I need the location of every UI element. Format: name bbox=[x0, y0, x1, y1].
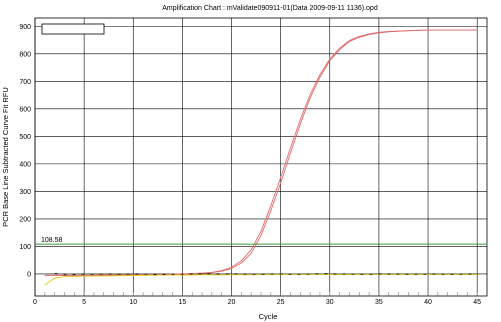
y-tick-label-400: 400 bbox=[19, 161, 31, 168]
y-tick-label-900: 900 bbox=[19, 24, 31, 31]
x-tick-label-35: 35 bbox=[375, 299, 383, 306]
legend-box bbox=[41, 23, 105, 35]
y-tick-label-700: 700 bbox=[19, 79, 31, 86]
series-line-4 bbox=[54, 272, 478, 276]
y-tick-label-600: 600 bbox=[19, 106, 31, 113]
x-tick-label-10: 10 bbox=[129, 299, 137, 306]
y-tick-label-100: 100 bbox=[19, 244, 31, 251]
series-line-2 bbox=[44, 29, 478, 276]
plot-area bbox=[34, 17, 488, 297]
y-tick-label-0: 0 bbox=[27, 271, 31, 278]
minor-ticks bbox=[44, 292, 478, 296]
x-tick-label-30: 30 bbox=[326, 299, 334, 306]
x-tick-label-20: 20 bbox=[228, 299, 236, 306]
x-tick-label-40: 40 bbox=[424, 299, 432, 306]
x-tick-label-5: 5 bbox=[82, 299, 86, 306]
x-tick-labels: 0 5 10 15 20 25 30 35 40 45 bbox=[33, 299, 481, 306]
y-tick-label-300: 300 bbox=[19, 189, 31, 196]
x-tick-label-25: 25 bbox=[277, 299, 285, 306]
y-tick-label-800: 800 bbox=[19, 51, 31, 58]
x-tick-label-45: 45 bbox=[473, 299, 481, 306]
x-tick-label-15: 15 bbox=[178, 299, 186, 306]
x-axis-label: Cycle bbox=[259, 312, 278, 321]
series-layer bbox=[44, 29, 478, 286]
chart-title: Amplification Chart : mValidate090911-01… bbox=[162, 5, 378, 12]
y-axis-label: PCR Base Line Subtracted Curve Fit RFU bbox=[1, 87, 10, 227]
threshold-label: 108.58 bbox=[41, 237, 63, 244]
grid-vertical-lines bbox=[34, 18, 478, 296]
y-tick-label-500: 500 bbox=[19, 134, 31, 141]
y-tick-labels: 0 100 200 300 400 500 600 700 800 900 bbox=[19, 24, 31, 279]
y-tick-label-200: 200 bbox=[19, 216, 31, 223]
x-tick-label-0: 0 bbox=[33, 299, 37, 306]
